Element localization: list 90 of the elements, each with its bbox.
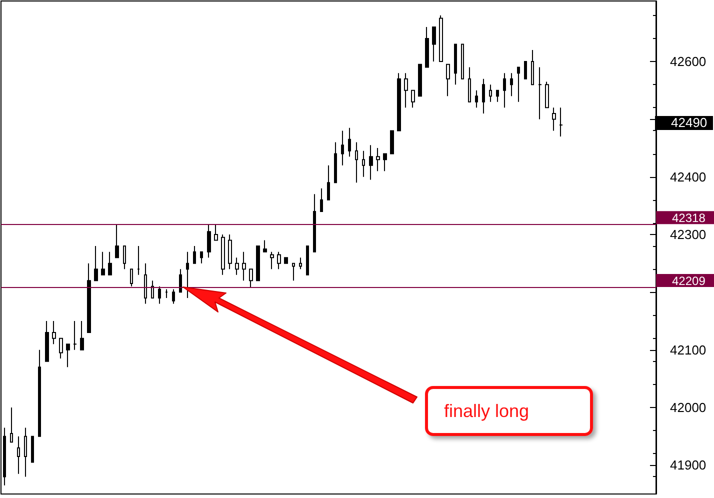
candlestick [355,142,358,184]
candlestick [397,72,401,132]
annotation: finally long [425,386,593,436]
candlestick [270,251,274,270]
ref-line-label: 42209 [672,274,706,288]
candlestick [454,44,457,86]
y-tick-label: 41900 [670,458,706,473]
y-tick-label: 42300 [670,227,706,242]
candlestick [101,251,105,276]
candlestick [348,127,351,158]
candlestick [221,234,225,276]
candlestick [80,320,84,350]
candlestick [418,64,422,97]
candlestick [123,246,126,270]
candlestick [320,188,323,212]
candlestick [228,234,232,270]
candlestick [376,148,380,172]
candlestick [38,349,41,437]
candlestick [3,427,6,486]
candlestick [292,262,295,282]
candlestick [158,286,161,304]
candlestick [73,320,77,350]
candlestick [545,81,549,108]
candlestick [404,72,408,108]
y-tick-label: 42100 [670,342,706,358]
candlestick [334,142,337,184]
candlestick [59,338,63,359]
candlestick [165,288,168,298]
candlestick [313,194,316,252]
candlestick [482,78,485,114]
candlestick [503,72,506,108]
candlestick [475,90,478,108]
ref-line-label: 42318 [672,211,706,226]
candlestick [179,268,182,293]
candlestick [87,262,91,334]
candlestick [45,320,49,362]
candlestick [207,224,211,258]
candlestick [151,280,154,298]
candlestick [411,90,415,108]
candlestick [256,246,260,282]
candlestick [531,50,534,86]
candlestick [383,153,387,172]
candlestick [341,130,344,166]
candlestick [242,251,246,282]
candlestick [144,262,147,304]
candlestick [249,268,253,288]
candlestick [425,26,429,68]
candlestick [115,224,119,258]
candlestick [172,288,175,304]
candlestick [263,240,267,252]
candlestick [186,251,189,298]
y-tick-label: 42000 [670,400,706,416]
candlestick [552,107,556,132]
candlestick [299,257,302,270]
candlestick [510,72,513,97]
candlestick [31,436,34,463]
candlestick [306,246,309,276]
candlestick [439,14,443,62]
candlestick [277,251,281,270]
candlestick [468,66,471,102]
candlestick [517,66,520,102]
candlestick [446,64,450,97]
candlestick [200,251,203,264]
candlestick [24,427,27,478]
candlestick [362,150,365,178]
candlestick [108,251,112,276]
candlestick [327,164,330,200]
candlestick [130,268,133,287]
candlestick [94,246,98,282]
candlestick [559,107,563,138]
y-tick-label: 42400 [670,169,706,184]
candlestick [66,344,70,368]
candlestick [10,407,13,443]
candlestick [489,84,492,102]
text: 42490 [655,115,713,130]
candlestick [284,257,288,264]
candlestick [52,320,56,345]
candlestick [235,257,239,276]
candlestick [538,66,542,120]
candlestick [496,90,499,102]
candlestick [17,436,20,474]
candlestick [214,224,218,241]
y-tick-label: 42600 [670,54,706,70]
candlestick [193,246,196,264]
candlestick [369,144,373,180]
candlestick [390,130,394,154]
candlestick [461,44,464,80]
candlestick [137,246,140,276]
candlestick [432,26,436,62]
candlestick [524,61,527,80]
